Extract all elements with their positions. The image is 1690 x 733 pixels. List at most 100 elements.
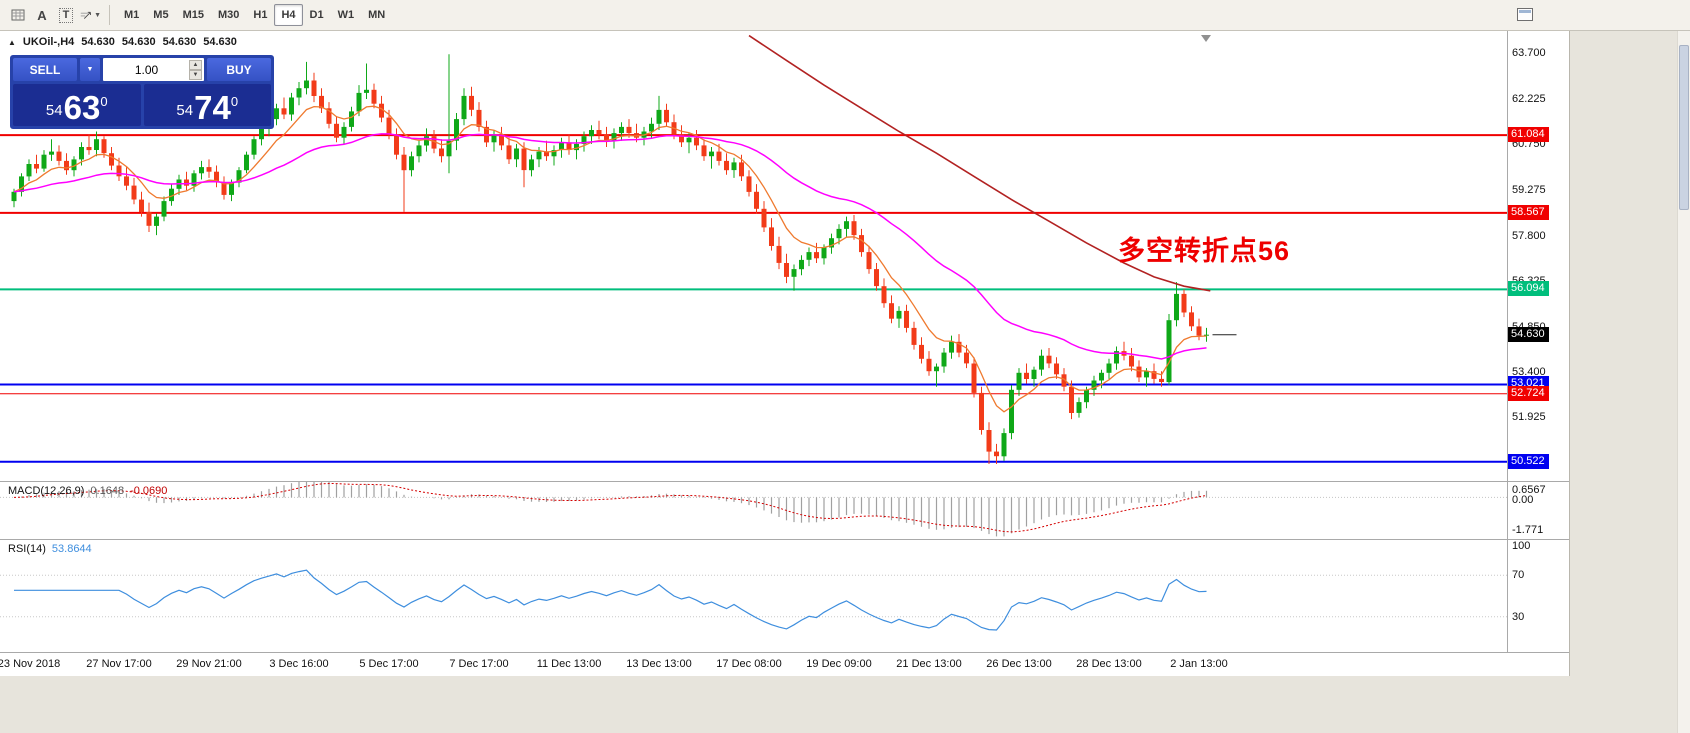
vertical-scrollbar[interactable] [1677, 31, 1690, 733]
candle-body [184, 179, 189, 186]
one-click-row2: 54 63 0 54 74 0 [13, 84, 271, 126]
chart-window: ▲ UKOil-,H4 54.630 54.630 54.630 54.630 … [0, 31, 1570, 676]
chart-annotation: 多空转折点56 [1118, 236, 1291, 266]
candle-body [1009, 389, 1014, 434]
rsi-axis[interactable]: 100 70 30 [1507, 540, 1569, 652]
candle-body [79, 147, 84, 160]
price-chart-canvas[interactable] [0, 31, 1508, 481]
volume-dropdown-button[interactable]: ▼ [80, 58, 100, 81]
candle-body [416, 145, 422, 157]
timeframe-m15-button[interactable]: M15 [182, 9, 204, 21]
volume-spinner[interactable]: ▲ ▼ [189, 60, 202, 80]
timeframe-h4-button[interactable]: H4 [274, 4, 303, 26]
price-axis-label: 63.700 [1512, 47, 1546, 60]
candle-body [1076, 402, 1082, 413]
candle-body [506, 145, 512, 160]
window-restore-icon[interactable] [1517, 8, 1533, 21]
candle-body [784, 263, 789, 277]
candle-body [694, 137, 699, 146]
grid-icon[interactable] [6, 4, 30, 26]
candle-body [409, 156, 414, 171]
candle-body [244, 154, 249, 171]
time-axis-label: 27 Nov 17:00 [86, 658, 152, 670]
one-click-collapse-icon[interactable]: ▲ [8, 37, 16, 47]
volume-value: 1.00 [134, 62, 159, 77]
candle-body [304, 80, 309, 89]
ohlc-low: 54.630 [162, 36, 197, 48]
arrow-lines-glyph [80, 11, 91, 19]
candle-body [979, 392, 984, 430]
candle-body [814, 252, 819, 259]
chevron-down-icon: ▼ [94, 11, 101, 19]
candle-body [221, 182, 227, 195]
candle-body [334, 123, 339, 138]
candle-body [64, 160, 69, 171]
candle-body [206, 167, 212, 172]
candle-body [146, 211, 152, 226]
rsi-chart-canvas[interactable] [0, 540, 1508, 652]
candle-body [521, 148, 527, 171]
macd-chart-canvas[interactable] [0, 482, 1508, 539]
arrow-lines-tool-icon[interactable]: ▼ [78, 4, 102, 26]
scrollbar-thumb[interactable] [1679, 45, 1689, 210]
candle-body [739, 162, 744, 177]
price-axis-label: 53.400 [1512, 365, 1546, 378]
macd-axis-label: 0.00 [1512, 494, 1534, 506]
candle-body [461, 95, 467, 120]
timeframe-mn-button[interactable]: MN [368, 9, 386, 21]
rsi-pane[interactable]: RSI(14) 53.8644 100 70 30 [0, 540, 1569, 653]
spinner-down-icon[interactable]: ▼ [189, 70, 202, 80]
candle-body [551, 150, 557, 157]
candle-body [259, 128, 264, 140]
buy-button[interactable]: BUY [207, 58, 271, 81]
rsi-axis-label: 100 [1512, 540, 1531, 552]
candle-body [274, 108, 279, 120]
price-pane[interactable]: ▲ UKOil-,H4 54.630 54.630 54.630 54.630 … [0, 31, 1569, 482]
spinner-up-icon[interactable]: ▲ [189, 60, 202, 70]
chart-shift-marker[interactable] [1201, 35, 1211, 42]
candle-body [754, 191, 759, 209]
macd-axis[interactable]: 0.6567 0.00 -1.771 [1507, 482, 1569, 539]
candle-body [559, 142, 564, 150]
price-axis[interactable]: 63.70062.22560.75059.27557.80056.32554.8… [1507, 31, 1569, 481]
candle-body [776, 245, 782, 263]
one-click-trading-panel: SELL ▼ 1.00 ▲ ▼ BUY 54 63 0 [10, 55, 274, 129]
candle-body [319, 95, 324, 109]
toolbar-separator [109, 5, 110, 25]
timeframe-m1-button[interactable]: M1 [124, 9, 140, 21]
candle-body [956, 341, 962, 353]
candle-body [971, 363, 977, 393]
timeframe-m5-button[interactable]: M5 [153, 9, 169, 21]
buy-price-display[interactable]: 54 74 0 [143, 84, 271, 126]
candle-body [236, 170, 242, 183]
candle-body [664, 109, 669, 123]
candle-body [379, 103, 384, 118]
timeframe-m30-button[interactable]: M30 [217, 9, 240, 21]
candle-body [836, 228, 842, 239]
macd-signal-value: -0.0690 [130, 485, 168, 497]
sell-price-display[interactable]: 54 63 0 [13, 84, 141, 126]
text-tool-icon[interactable]: T [54, 4, 78, 26]
macd-pane[interactable]: MACD(12,26,9) 0.1648 -0.0690 0.6567 0.00 -1.… [0, 482, 1569, 540]
price-axis-label: 51.925 [1512, 411, 1546, 424]
rsi-label-row: RSI(14) 53.8644 [8, 543, 92, 555]
candle-body [919, 344, 924, 359]
sell-button[interactable]: SELL [13, 58, 77, 81]
macd-label: MACD(12,26,9) [8, 485, 85, 497]
cursor-a-icon[interactable]: A [37, 7, 47, 23]
candle-body [769, 227, 774, 246]
candle-body [1091, 380, 1097, 390]
candle-body [116, 165, 122, 177]
candle-body [214, 171, 219, 183]
timeframe-h1-button[interactable]: H1 [253, 9, 268, 21]
timeframe-w1-button[interactable]: W1 [337, 9, 355, 21]
time-axis[interactable]: 23 Nov 2018 27 Nov 17:00 29 Nov 21:00 3 Dec… [0, 653, 1569, 676]
macd-main-value: 0.1648 [90, 485, 125, 497]
timeframe-d1-button[interactable]: D1 [309, 9, 324, 21]
candle-body [581, 136, 587, 144]
time-axis-label: 21 Dec 13:00 [896, 658, 962, 670]
candle-body [1144, 371, 1149, 378]
volume-input[interactable]: 1.00 ▲ ▼ [103, 58, 204, 81]
candle-body [1054, 363, 1059, 375]
